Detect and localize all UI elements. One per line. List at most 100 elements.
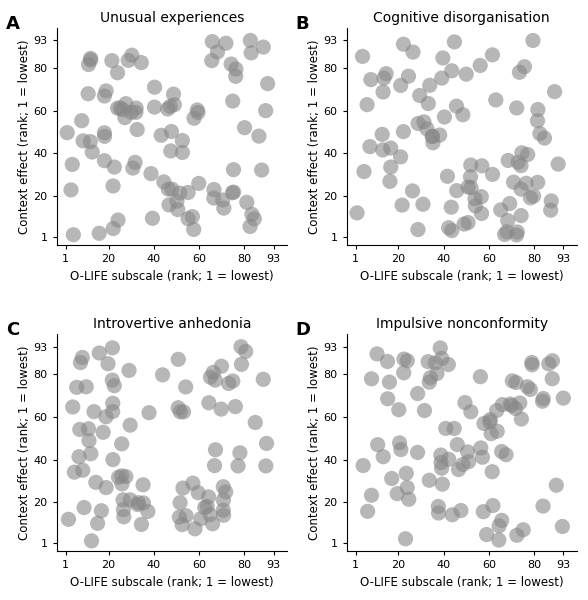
Point <box>496 205 506 215</box>
Point <box>237 359 246 369</box>
Point <box>379 452 388 461</box>
Point <box>486 415 495 424</box>
Point <box>196 514 206 524</box>
Point <box>527 358 536 367</box>
Point <box>101 483 111 493</box>
Point <box>494 535 503 545</box>
Point <box>240 123 249 133</box>
Point <box>66 185 76 195</box>
Point <box>125 421 135 430</box>
Y-axis label: Context effect (rank; 1 = lowest): Context effect (rank; 1 = lowest) <box>18 346 31 540</box>
Text: A: A <box>6 14 20 32</box>
Point <box>427 132 437 142</box>
Point <box>463 447 472 457</box>
Point <box>202 502 212 511</box>
Point <box>466 183 476 193</box>
Point <box>436 458 446 467</box>
Point <box>420 406 429 415</box>
Point <box>118 105 127 115</box>
Point <box>98 427 108 437</box>
Point <box>231 71 240 81</box>
Point <box>557 521 567 531</box>
Point <box>259 374 268 384</box>
Point <box>131 107 141 117</box>
Point <box>516 211 526 220</box>
Point <box>137 520 146 529</box>
Point <box>82 382 91 392</box>
Point <box>133 500 142 509</box>
Point <box>447 66 456 76</box>
Point <box>221 38 230 48</box>
Point <box>230 402 240 412</box>
Point <box>101 412 111 422</box>
Point <box>175 498 185 508</box>
Point <box>126 107 136 117</box>
Point <box>257 165 266 175</box>
Point <box>418 199 427 209</box>
Point <box>108 343 117 353</box>
Point <box>515 398 524 408</box>
Point <box>449 424 459 433</box>
Point <box>491 95 500 105</box>
Point <box>228 376 238 386</box>
Point <box>386 162 396 172</box>
Point <box>235 448 245 458</box>
Point <box>100 128 109 137</box>
Point <box>552 481 561 490</box>
Point <box>453 440 462 449</box>
Y-axis label: Context effect (rank; 1 = lowest): Context effect (rank; 1 = lowest) <box>308 346 320 540</box>
Point <box>179 407 188 416</box>
Point <box>172 196 182 206</box>
Point <box>74 452 83 461</box>
Point <box>247 209 256 219</box>
Point <box>191 524 200 533</box>
Point <box>213 47 222 57</box>
Point <box>444 223 453 233</box>
Point <box>100 156 109 166</box>
Point <box>224 379 233 388</box>
Point <box>462 70 471 79</box>
Point <box>399 368 409 377</box>
X-axis label: O-LIFE subscale (rank; 1 = lowest): O-LIFE subscale (rank; 1 = lowest) <box>70 269 273 283</box>
Point <box>452 101 461 111</box>
Point <box>500 230 509 239</box>
Point <box>207 56 216 65</box>
Point <box>477 192 486 202</box>
Point <box>250 418 260 427</box>
Point <box>476 443 486 453</box>
Point <box>497 515 506 525</box>
Point <box>378 145 387 155</box>
Point <box>217 361 226 371</box>
Point <box>163 104 172 114</box>
Point <box>463 218 473 227</box>
Point <box>77 116 86 125</box>
Point <box>108 407 118 416</box>
Point <box>352 208 362 218</box>
Point <box>487 467 497 476</box>
Point <box>441 424 450 433</box>
Point <box>415 91 425 100</box>
Point <box>470 201 480 211</box>
Point <box>477 209 486 218</box>
Point <box>437 73 446 83</box>
Point <box>209 185 219 194</box>
Point <box>64 515 73 524</box>
Point <box>540 133 549 143</box>
Point <box>193 488 203 497</box>
Point <box>206 373 215 382</box>
Point <box>121 99 131 109</box>
Point <box>210 461 219 470</box>
Point <box>96 506 106 515</box>
Point <box>538 397 547 406</box>
Point <box>408 47 417 57</box>
Point <box>383 356 392 366</box>
Point <box>87 536 96 545</box>
Point <box>200 503 209 512</box>
Point <box>460 398 470 407</box>
Point <box>143 506 152 516</box>
Point <box>397 200 407 210</box>
Point <box>546 196 556 206</box>
Point <box>446 202 456 212</box>
Point <box>444 454 453 464</box>
Point <box>423 357 433 367</box>
